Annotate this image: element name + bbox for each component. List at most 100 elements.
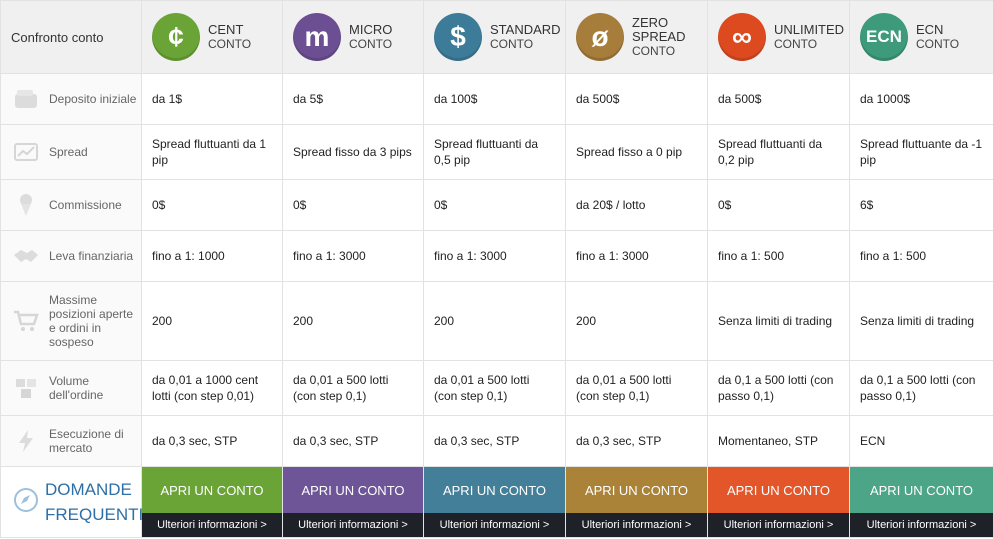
table-row: Esecuzione di mercato da 0,3 sec, STP da 0…	[0, 415, 993, 467]
account-badge-icon: ∞	[718, 13, 766, 61]
account-name: ECN	[916, 22, 944, 37]
account-name: ZERO SPREAD	[632, 15, 686, 44]
open-account-button[interactable]: APRI UN CONTO	[566, 467, 707, 513]
more-info-link[interactable]: Ulteriori informazioni >	[850, 513, 993, 537]
more-info-link[interactable]: Ulteriori informazioni >	[566, 513, 707, 537]
cell-value: Senza limiti di trading	[718, 314, 833, 328]
cell-value: da 0,1 a 500 lotti (con passo 0,1)	[860, 373, 976, 403]
account-sub: CONTO	[208, 37, 252, 51]
open-account-button[interactable]: APRI UN CONTO	[708, 467, 849, 513]
table-cell: 0$	[707, 179, 850, 231]
table-cell: fino a 1: 500	[707, 230, 850, 282]
more-info-link[interactable]: Ulteriori informazioni >	[708, 513, 849, 537]
cell-value: da 500$	[718, 92, 762, 106]
cell-value: da 0,01 a 500 lotti (con step 0,1)	[576, 373, 672, 403]
ice-cream-icon	[13, 194, 39, 216]
faq-cell: DOMANDE FREQUENTI	[0, 466, 144, 538]
cell-value: ECN	[860, 434, 886, 448]
open-account-button[interactable]: APRI UN CONTO	[424, 467, 565, 513]
cell-value: 200	[576, 314, 597, 328]
cell-value: fino a 1: 500	[718, 249, 785, 263]
table-cell: fino a 1: 3000	[423, 230, 566, 282]
boxes-icon	[13, 377, 39, 399]
table-cell: fino a 1: 1000	[141, 230, 283, 282]
cell-value: fino a 1: 1000	[152, 249, 225, 263]
table-cell: Spread fisso a 0 pip	[565, 124, 708, 180]
table-cell: da 20$ / lotto	[565, 179, 708, 231]
account-name: MICRO	[349, 22, 393, 37]
table-cell: Senza limiti di trading	[849, 281, 993, 361]
table-cell: 200	[282, 281, 424, 361]
row-label: Commissione	[49, 198, 122, 212]
account-header-1: m MICRO CONTO	[282, 0, 424, 74]
cell-value: da 100$	[434, 92, 478, 106]
table-cell: da 0,1 a 500 lotti (con passo 0,1)	[707, 360, 850, 416]
table-row: Deposito iniziale da 1$ da 5$ da 100$ da 500…	[0, 73, 993, 125]
cell-value: fino a 1: 3000	[576, 249, 649, 263]
cell-value: 0$	[293, 198, 307, 212]
table-cell: 200	[141, 281, 283, 361]
table-cell: da 100$	[423, 73, 566, 125]
cell-value: da 0,1 a 500 lotti (con passo 0,1)	[718, 373, 834, 403]
account-header-3: ø ZERO SPREAD CONTO	[565, 0, 708, 74]
table-cell: da 500$	[565, 73, 708, 125]
cell-value: da 0,3 sec, STP	[576, 434, 662, 448]
cell-value: da 0,3 sec, STP	[152, 434, 238, 448]
table-cell: da 0,01 a 500 lotti (con step 0,1)	[282, 360, 424, 416]
row-label-cell: Spread	[0, 124, 142, 180]
open-account-button[interactable]: APRI UN CONTO	[142, 467, 282, 513]
table-cell: da 5$	[282, 73, 424, 125]
action-cell: APRI UN CONTO Ulteriori informazioni >	[707, 466, 850, 538]
cell-value: da 5$	[293, 92, 324, 106]
table-cell: 0$	[423, 179, 566, 231]
row-label-cell: Volume dell'ordine	[0, 360, 142, 416]
account-badge-icon: ø	[576, 13, 624, 61]
table-cell: 0$	[141, 179, 283, 231]
action-cell: APRI UN CONTO Ulteriori informazioni >	[141, 466, 283, 538]
open-account-button[interactable]: APRI UN CONTO	[283, 467, 423, 513]
table-cell: da 0,3 sec, STP	[282, 415, 424, 467]
compass-icon	[13, 487, 39, 518]
cell-value: 6$	[860, 198, 874, 212]
account-sub: CONTO	[774, 37, 818, 51]
cell-value: 200	[152, 314, 173, 328]
account-badge-icon: ¢	[152, 13, 200, 61]
table-cell: da 0,3 sec, STP	[565, 415, 708, 467]
open-account-button[interactable]: APRI UN CONTO	[850, 467, 993, 513]
cell-value: Senza limiti di trading	[860, 314, 975, 328]
cell-value: da 0,01 a 500 lotti (con step 0,1)	[434, 373, 530, 403]
cell-value: fino a 1: 3000	[434, 249, 507, 263]
table-cell: Spread fluttuanti da 0,5 pip	[423, 124, 566, 180]
account-sub: CONTO	[490, 37, 534, 51]
action-cell: APRI UN CONTO Ulteriori informazioni >	[423, 466, 566, 538]
row-label: Spread	[49, 145, 88, 159]
more-info-link[interactable]: Ulteriori informazioni >	[283, 513, 423, 537]
account-name: CENT	[208, 22, 244, 37]
row-label: Leva finanziaria	[49, 249, 134, 263]
row-label: Esecuzione di mercato	[49, 427, 124, 455]
more-info-link[interactable]: Ulteriori informazioni >	[424, 513, 565, 537]
table-cell: da 1$	[141, 73, 283, 125]
cart-icon	[13, 310, 39, 332]
faq-label: DOMANDE FREQUENTI	[45, 480, 144, 524]
account-badge-icon: $	[434, 13, 482, 61]
faq-link[interactable]: DOMANDE FREQUENTI	[1, 477, 144, 527]
account-badge-icon: m	[293, 13, 341, 61]
table-cell: Senza limiti di trading	[707, 281, 850, 361]
table-cell: Momentaneo, STP	[707, 415, 850, 467]
more-info-link[interactable]: Ulteriori informazioni >	[142, 513, 282, 537]
table-row: Leva finanziaria fino a 1: 1000 fino a 1: …	[0, 230, 993, 282]
table-cell: 200	[423, 281, 566, 361]
row-label-cell: Esecuzione di mercato	[0, 415, 142, 467]
account-name: STANDARD	[490, 22, 561, 37]
header-cell: Confronto conto	[0, 0, 142, 74]
cell-value: Momentaneo, STP	[718, 434, 819, 448]
cell-value: da 1000$	[860, 92, 911, 106]
table-cell: da 0,3 sec, STP	[141, 415, 283, 467]
cell-value: 200	[293, 314, 314, 328]
cell-value: Spread fluttuanti da 0,2 pip	[718, 137, 823, 167]
table-cell: 0$	[282, 179, 424, 231]
cell-value: da 20$ / lotto	[576, 198, 646, 212]
